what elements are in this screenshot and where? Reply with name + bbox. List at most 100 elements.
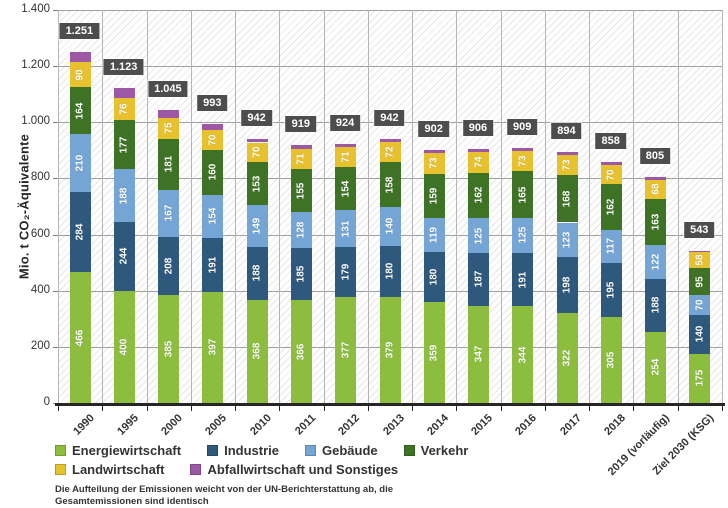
- bar-segment-landwirtschaft: [468, 151, 490, 173]
- bar-segment-industrie: [379, 246, 401, 297]
- legend-swatch: [207, 445, 219, 456]
- bar-segment-abfallwirtschaft-und-sonstiges: [113, 87, 135, 99]
- legend-item-verkehr: Verkehr: [403, 443, 468, 458]
- gridline-horizontal: [58, 10, 722, 11]
- bar-segment-abfallwirtschaft-und-sonstiges: [379, 138, 401, 143]
- segment-value-label: 70: [694, 299, 706, 311]
- bar-segment-verkehr: [423, 173, 445, 219]
- x-axis-tick: [367, 406, 369, 411]
- bar-segment-landwirtschaft: [645, 179, 667, 199]
- bar-segment-verkehr: [689, 268, 711, 295]
- segment-value-label: 179: [340, 263, 352, 281]
- segment-value-label: 70: [251, 146, 263, 158]
- bar-segment-energiewirtschaft: [468, 305, 490, 403]
- legend-label: Industrie: [224, 443, 279, 458]
- y-tick-label: 200: [30, 339, 50, 352]
- bar-segment-energiewirtschaft: [202, 291, 224, 403]
- bar-segment-industrie: [246, 246, 268, 300]
- segment-value-label: 181: [163, 155, 175, 173]
- bar-segment-geb-ude: [113, 169, 135, 223]
- bar-segment-verkehr: [158, 138, 180, 190]
- segment-value-label: 344: [517, 346, 529, 364]
- segment-value-label: 208: [163, 257, 175, 275]
- segment-value-label: 158: [384, 176, 396, 193]
- bar-segment-industrie: [113, 222, 135, 291]
- bar-segment-landwirtschaft: [600, 164, 622, 185]
- x-axis-tick: [235, 406, 237, 411]
- bar-segment-landwirtschaft: [689, 251, 711, 269]
- x-tick-label: 2015: [469, 412, 496, 438]
- bar-segment-abfallwirtschaft-und-sonstiges: [290, 145, 312, 149]
- bar-segment-energiewirtschaft: [290, 300, 312, 403]
- x-axis-tick: [279, 406, 281, 411]
- legend-swatch: [190, 464, 202, 475]
- gridline-vertical: [235, 10, 237, 403]
- bar-segment-landwirtschaft: [113, 98, 135, 120]
- bar-segment-verkehr: [113, 119, 135, 170]
- y-axis-tick: [53, 122, 58, 124]
- legend-swatch: [305, 445, 316, 456]
- bar-segment-abfallwirtschaft-und-sonstiges: [600, 162, 622, 165]
- gridline-vertical: [456, 10, 458, 403]
- gridline-vertical: [589, 10, 591, 403]
- bar-segment-verkehr: [512, 171, 534, 218]
- bar-segment-energiewirtschaft: [335, 297, 357, 403]
- bar-segment-verkehr: [246, 162, 268, 206]
- segment-value-label: 128: [295, 222, 307, 239]
- segment-value-label: 195: [605, 281, 617, 299]
- bar-segment-landwirtschaft: [335, 146, 357, 167]
- bar-segment-geb-ude: [556, 222, 578, 258]
- x-tick-label: 2016: [513, 412, 540, 438]
- bar-segment-geb-ude: [645, 244, 667, 279]
- segment-value-label: 198: [561, 276, 573, 294]
- segment-value-label: 167: [163, 204, 175, 222]
- segment-value-label: 70: [207, 134, 219, 146]
- x-axis-tick: [677, 406, 679, 411]
- x-tick-label: 2012: [336, 412, 363, 438]
- bar-segment-landwirtschaft: [290, 148, 312, 169]
- segment-value-label: 164: [74, 102, 86, 119]
- bar-segment-landwirtschaft: [69, 62, 91, 88]
- y-tick-label: 1.200: [21, 59, 50, 72]
- segment-value-label: 68: [650, 183, 662, 195]
- total-label: 942: [241, 109, 272, 126]
- bar-segment-energiewirtschaft: [600, 317, 622, 403]
- segment-value-label: 284: [74, 223, 86, 241]
- segment-value-label: 244: [118, 248, 130, 265]
- bar-segment-verkehr: [468, 172, 490, 218]
- y-axis-tick: [53, 290, 58, 292]
- x-tick-label: 2018: [602, 412, 628, 438]
- bar-segment-industrie: [158, 236, 180, 295]
- bar-segment-geb-ude: [512, 217, 534, 253]
- x-tick-label: 2010: [247, 412, 274, 438]
- segment-value-label: 131: [340, 220, 352, 237]
- segment-value-label: 175: [694, 370, 706, 387]
- bar-segment-abfallwirtschaft-und-sonstiges: [423, 149, 445, 154]
- segment-value-label: 162: [473, 186, 485, 204]
- y-tick-label: 400: [30, 283, 50, 296]
- bar-segment-geb-ude: [335, 210, 357, 247]
- segment-value-label: 187: [473, 271, 485, 288]
- bar-segment-verkehr: [69, 87, 91, 134]
- gridline-vertical: [722, 10, 723, 403]
- bar-segment-geb-ude: [689, 294, 711, 315]
- gridline-vertical: [102, 10, 104, 403]
- bar-segment-verkehr: [379, 162, 401, 207]
- segment-value-label: 70: [605, 168, 617, 181]
- bar-segment-abfallwirtschaft-und-sonstiges: [246, 138, 268, 143]
- segment-value-label: 73: [561, 159, 573, 171]
- legend-item-abfallwirtschaft-und-sonstiges: Abfallwirtschaft und Sonstiges: [190, 462, 398, 477]
- bar-segment-abfallwirtschaft-und-sonstiges: [689, 250, 711, 252]
- x-axis-line: [55, 403, 725, 406]
- x-tick-label: 2017: [557, 412, 584, 438]
- segment-value-label: 154: [207, 207, 219, 225]
- x-tick-label: 2014: [424, 412, 451, 438]
- legend-row: Energiewirtschaft Industrie Gebäude Verkehr: [55, 443, 468, 458]
- total-label: 543: [684, 221, 715, 238]
- gridline-vertical: [323, 10, 325, 403]
- bar-segment-geb-ude: [379, 206, 401, 247]
- segment-value-label: 163: [650, 213, 662, 231]
- segment-value-label: 162: [605, 198, 617, 216]
- y-tick-label: 1.400: [21, 3, 50, 15]
- bar-segment-verkehr: [290, 168, 312, 213]
